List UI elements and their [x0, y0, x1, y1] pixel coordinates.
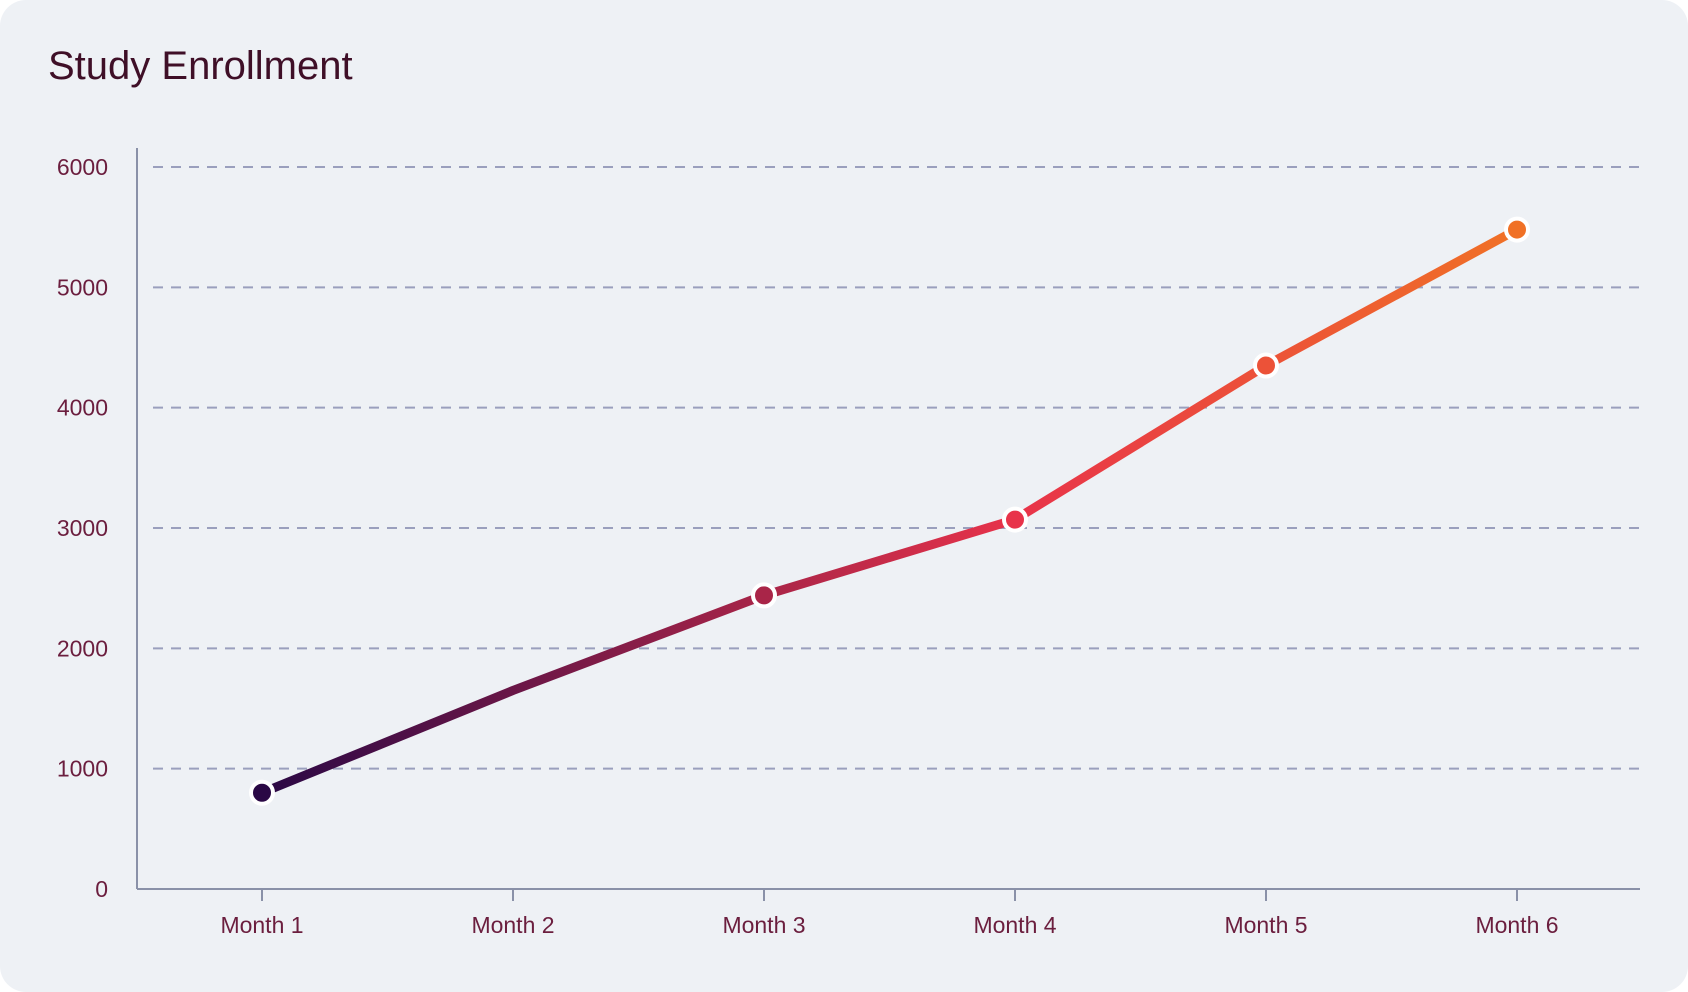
data-point[interactable]: [1002, 506, 1028, 533]
x-tick-label: Month 3: [722, 912, 805, 938]
series-layer: [249, 216, 1530, 806]
x-tick-labels: Month 1 Month 2 Month 3 Month 4 Month 5 Month…: [220, 912, 1558, 938]
chart-title: Study Enrollment: [48, 44, 353, 88]
data-point[interactable]: [1504, 216, 1530, 243]
y-tick-labels: 0 1000 2000 3000 4000 5000 6000: [57, 154, 108, 902]
grid-lines: [153, 166, 1640, 770]
data-point[interactable]: [751, 582, 777, 609]
y-tick-label: 2000: [57, 635, 108, 661]
x-tick-label: Month 5: [1224, 912, 1307, 938]
y-tick-label: 0: [95, 876, 108, 902]
x-tick-label: Month 1: [220, 912, 303, 938]
data-point[interactable]: [249, 779, 275, 806]
axes: [136, 148, 1640, 901]
y-tick-label: 5000: [57, 274, 108, 300]
y-tick-label: 6000: [57, 154, 108, 180]
x-tick-label: Month 4: [973, 912, 1056, 938]
x-tick-label: Month 2: [471, 912, 554, 938]
x-tick-label: Month 6: [1475, 912, 1558, 938]
series-line: [257, 225, 1522, 798]
y-tick-label: 4000: [57, 395, 108, 421]
y-tick-label: 3000: [57, 515, 108, 541]
data-point[interactable]: [1253, 352, 1279, 379]
y-tick-label: 1000: [57, 756, 108, 782]
